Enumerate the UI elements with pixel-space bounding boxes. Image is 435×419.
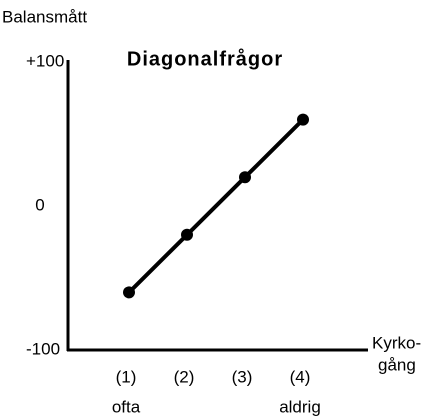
x-tick-label: (2) [174, 367, 195, 386]
chart-title: Diagonalfrågor [127, 47, 283, 70]
x-tick-sublabel: aldrig [279, 397, 321, 416]
y-axis-label: Balansmått [2, 7, 87, 26]
x-tick-label: (1) [116, 367, 137, 386]
data-point [297, 113, 309, 126]
data-point [123, 286, 135, 299]
x-tick-sublabel: ofta [112, 397, 141, 416]
y-tick-label: 0 [35, 195, 44, 214]
x-tick-label: (3) [232, 367, 253, 386]
y-tick-label: +100 [26, 51, 64, 70]
y-tick-label: -100 [26, 339, 60, 358]
data-point [239, 171, 251, 184]
x-axis-label: Kyrko- [372, 333, 421, 352]
x-axis-label: gång [378, 355, 416, 374]
data-line [127, 118, 305, 294]
x-tick-label: (4) [290, 367, 311, 386]
data-point [181, 228, 193, 241]
